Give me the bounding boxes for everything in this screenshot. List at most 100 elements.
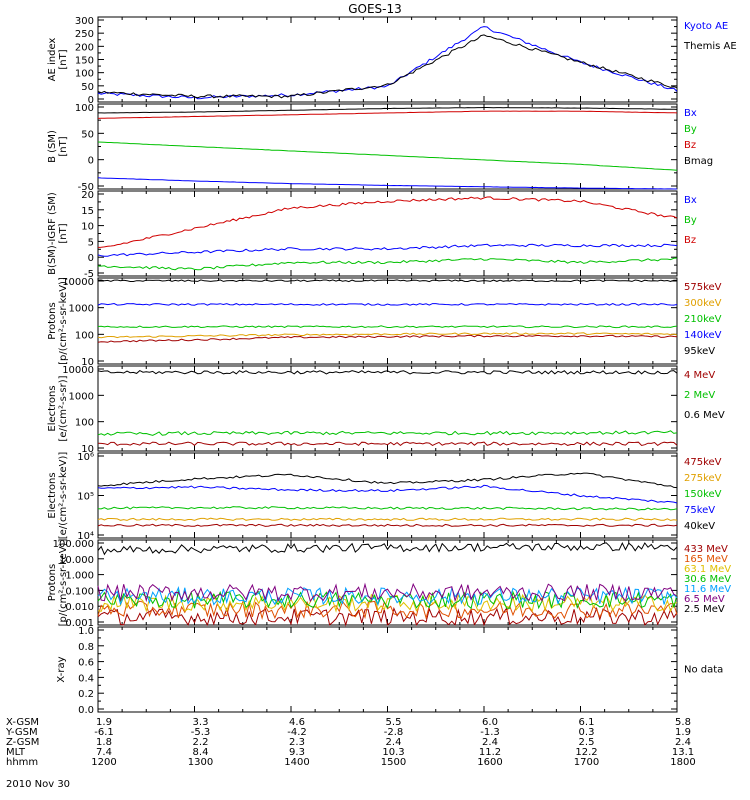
y-tick-label-bsm: 0 bbox=[88, 156, 94, 167]
y-axis-label-bigrf: B(SM)-IGRF (SM) bbox=[47, 192, 58, 275]
y-tick-label-xray: 0.4 bbox=[78, 673, 94, 684]
series-electrons1-0-6-mev bbox=[97, 370, 678, 375]
series-bigrf-bx bbox=[97, 243, 678, 257]
legend-electrons1-2: 0.6 MeV bbox=[684, 410, 725, 421]
footer-value: 0.3 bbox=[578, 727, 595, 738]
footer-value: 4.6 bbox=[289, 717, 305, 728]
legend-electrons2-0: 475keV bbox=[684, 457, 722, 468]
series-protons1-210kev bbox=[97, 325, 678, 329]
y-tick-label-ae: 300 bbox=[75, 16, 94, 27]
footer-value: 10.3 bbox=[382, 747, 405, 758]
series-protons1-300kev bbox=[97, 332, 678, 339]
y-axis-unit-protons2: [p/(cm²-s-sr-keV)] bbox=[58, 539, 69, 627]
footer-value: 1600 bbox=[477, 757, 503, 768]
footer-value: 2.4 bbox=[675, 737, 691, 748]
footer-value: 2.3 bbox=[289, 737, 305, 748]
footer-value: 2.2 bbox=[192, 737, 209, 748]
y-tick-label-electrons1: 10 bbox=[81, 444, 94, 455]
footer-label: MLT bbox=[6, 747, 25, 758]
y-tick-label-bigrf: 5 bbox=[88, 237, 94, 248]
y-axis-unit-bsm: [nT] bbox=[58, 136, 69, 156]
footer-value: 2.4 bbox=[482, 737, 498, 748]
y-axis-label-protons1: Protons bbox=[47, 302, 58, 339]
legend-electrons2-4: 40keV bbox=[684, 521, 715, 532]
legend-protons1-0: 575keV bbox=[684, 282, 722, 293]
footer-row-y-gsm: Y-GSM -6.1 -5.3 -4.2 -2.8 -1.3 0.3 1.9 bbox=[6, 728, 746, 738]
series-electrons2-275kev bbox=[97, 517, 678, 521]
y-tick-label-protons2: 100.000 bbox=[53, 539, 94, 550]
y-tick-label-protons1: 1000 bbox=[69, 304, 94, 315]
series-bsm-bmag bbox=[98, 107, 678, 114]
footer-date: 2010 Nov 30 bbox=[6, 779, 71, 790]
legend-protons2-6: 2.5 MeV bbox=[684, 604, 725, 615]
series-ae-themis-ae bbox=[97, 34, 678, 99]
legend-electrons1-1: 2 MeV bbox=[684, 390, 715, 401]
y-tick-label-protons2: 0.100 bbox=[65, 586, 94, 597]
y-tick-label-bsm: 100 bbox=[75, 103, 94, 114]
footer-label: hhmm bbox=[6, 757, 39, 768]
y-tick-label-protons1: 100 bbox=[75, 330, 94, 341]
series-protons2-11-6-mev bbox=[97, 586, 678, 607]
y-tick-label-ae: 100 bbox=[75, 69, 94, 80]
legend-bigrf-1: By bbox=[684, 215, 697, 226]
y-tick-label-bigrf: 0 bbox=[88, 253, 94, 264]
y-tick-label-ae: 250 bbox=[75, 29, 94, 40]
legend-protons1-4: 95keV bbox=[684, 346, 715, 357]
y-tick-label-electrons2: 10⁴ bbox=[77, 531, 94, 542]
y-axis-unit-ae: [nT] bbox=[58, 49, 69, 69]
series-protons1-95kev bbox=[97, 279, 678, 283]
footer-label: Z-GSM bbox=[6, 737, 40, 748]
footer-value: -2.8 bbox=[383, 727, 404, 738]
y-axis-label-electrons1: Electrons bbox=[47, 385, 58, 431]
legend-protons1-1: 300keV bbox=[684, 298, 722, 309]
series-electrons2-475kev bbox=[97, 523, 678, 527]
y-tick-label-bsm: -50 bbox=[78, 182, 94, 193]
panel-frame-ae bbox=[97, 16, 678, 103]
legend-electrons2-1: 275keV bbox=[684, 473, 722, 484]
y-tick-label-electrons1: 10000 bbox=[62, 365, 94, 376]
footer-value: 3.3 bbox=[192, 717, 209, 728]
y-axis-unit-bigrf: [nT] bbox=[58, 223, 69, 243]
footer-value: 2.4 bbox=[385, 737, 402, 748]
y-tick-label-protons1: 10 bbox=[81, 357, 94, 368]
y-tick-label-xray: 0.0 bbox=[78, 705, 94, 716]
legend-bsm-3: Bmag bbox=[684, 156, 713, 167]
footer-value: 1300 bbox=[187, 757, 214, 768]
y-tick-label-protons2: 10.000 bbox=[59, 555, 94, 566]
legend-protons2-1: 165 MeV bbox=[684, 554, 728, 565]
panel-frame-xray bbox=[97, 626, 678, 713]
footer-value: 9.3 bbox=[289, 747, 305, 758]
y-tick-label-xray: 0.8 bbox=[78, 642, 94, 653]
legend-electrons2-3: 75keV bbox=[684, 505, 715, 516]
figure-title: GOES-13 bbox=[348, 2, 402, 16]
footer-value: -6.1 bbox=[94, 727, 114, 738]
legend-protons2-5: 6.5 MeV bbox=[684, 594, 725, 605]
y-tick-label-bigrf: 20 bbox=[81, 190, 94, 201]
footer-row-z-gsm: Z-GSM 1.8 2.2 2.3 2.4 2.4 2.5 2.4 bbox=[6, 738, 746, 748]
legend-bigrf-2: Bz bbox=[684, 235, 696, 246]
footer-value: 1.9 bbox=[675, 727, 691, 738]
footer-value: 1800 bbox=[670, 757, 696, 768]
legend-protons1-3: 140keV bbox=[684, 330, 722, 341]
y-tick-label-protons2: 0.001 bbox=[65, 618, 94, 629]
y-tick-label-ae: 50 bbox=[81, 82, 94, 93]
y-tick-label-ae: 0 bbox=[88, 95, 94, 106]
series-bsm-bx bbox=[97, 177, 677, 190]
y-tick-label-electrons2: 10⁶ bbox=[77, 452, 94, 463]
series-protons2-63-1-mev bbox=[97, 593, 678, 613]
panel-frame-bigrf bbox=[97, 190, 678, 277]
footer-value: 1200 bbox=[91, 757, 117, 768]
series-electrons1-4-mev bbox=[97, 441, 678, 447]
y-axis-unit-protons1: [p/(cm²-s-sr-keV)] bbox=[58, 277, 69, 365]
y-tick-label-bigrf: 15 bbox=[81, 206, 94, 217]
series-electrons2-150kev bbox=[97, 506, 678, 511]
y-tick-label-protons2: 0.010 bbox=[65, 602, 94, 613]
footer-value: 6.0 bbox=[482, 717, 498, 728]
y-axis-label-protons2: Protons bbox=[47, 564, 58, 601]
series-protons1-575kev bbox=[97, 334, 678, 343]
series-ae-kyoto-ae bbox=[97, 26, 678, 100]
series-electrons1-2-mev bbox=[97, 430, 678, 436]
panel-frame-protons1 bbox=[97, 277, 678, 365]
legend-protons2-3: 30.6 MeV bbox=[684, 574, 731, 585]
